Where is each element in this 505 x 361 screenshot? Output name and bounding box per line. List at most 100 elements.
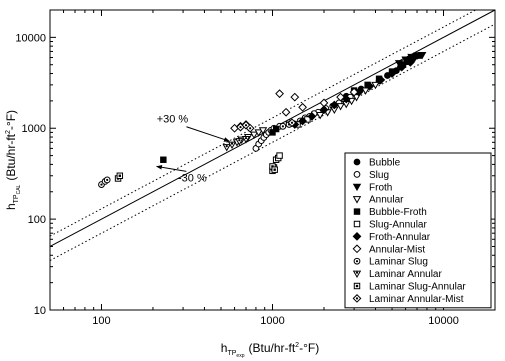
data-point — [103, 176, 111, 184]
legend-marker — [352, 232, 362, 241]
y-axis-label-unit: (Btu/hr-ft — [4, 133, 18, 180]
legend-marker — [352, 183, 362, 192]
legend-label: Bubble-Froth — [369, 207, 427, 218]
data-point — [315, 111, 325, 120]
legend-marker — [353, 171, 361, 178]
data-point — [329, 100, 339, 110]
data-point — [235, 138, 244, 146]
annotation-arrow — [155, 164, 187, 172]
x-axis-label-unit: (Btu/hr-ft — [248, 341, 295, 355]
data-point — [352, 94, 361, 102]
data-point — [376, 75, 386, 85]
data-point — [347, 97, 356, 106]
data-point — [319, 98, 329, 108]
x-axis-label-unit-end: -°F) — [299, 341, 319, 355]
data-point — [298, 116, 308, 126]
legend-label: Bubble — [369, 158, 401, 169]
y-axis-label-main: h — [4, 203, 18, 210]
x-tick-label: 10000 — [428, 315, 459, 327]
annotation-label: -30 % — [178, 172, 207, 184]
x-axis-label-subsub: exp — [236, 353, 244, 359]
annotations: +30 % -30 % — [155, 114, 231, 184]
data-point — [245, 123, 255, 133]
y-tick-label: 10 — [34, 305, 46, 317]
data-point — [349, 87, 359, 97]
data-point — [254, 129, 263, 137]
legend-marker — [352, 270, 362, 278]
legend-label: Laminar Annular — [369, 269, 442, 280]
x-tick-label: 1000 — [260, 315, 284, 327]
x-axis-label-sub: TP — [227, 350, 236, 357]
data-point — [272, 125, 280, 133]
data-point — [258, 127, 268, 135]
data-point — [279, 122, 287, 130]
legend-label: Laminar Slug-Annular — [369, 282, 466, 293]
legend-marker — [352, 294, 362, 303]
legend-label: Laminar Slug — [369, 257, 428, 268]
y-axis-label-unit-end: -°F) — [4, 110, 18, 130]
legend-box — [344, 152, 492, 309]
y-tick-label: 100 — [28, 214, 46, 226]
x-tick-label: 100 — [92, 315, 110, 327]
y-axis-label: hTPCAL (Btu/hr-ft2-°F) — [4, 110, 22, 210]
data-point — [249, 131, 259, 140]
data-point — [281, 107, 291, 117]
data-point — [387, 69, 397, 78]
data-point — [405, 58, 415, 67]
data-points — [98, 51, 427, 188]
x-axis-label-sup: 2 — [295, 342, 299, 349]
y-axis-label-sub: TP — [13, 194, 20, 203]
y-axis-label-subsub: CAL — [16, 184, 22, 194]
legend-marker — [353, 220, 361, 228]
data-point — [160, 156, 167, 163]
data-point — [371, 81, 380, 90]
data-point — [336, 92, 345, 102]
legend-label: Annular-Mist — [369, 244, 425, 255]
annotation-label: +30 % — [157, 114, 189, 126]
legend-label: Froth — [369, 182, 392, 193]
data-point — [298, 102, 308, 112]
data-point — [290, 92, 300, 102]
data-point — [227, 141, 237, 150]
axis-ticks: 100 1000 10000 10 100 1000 10000 — [15, 9, 496, 327]
series-laminar-annular — [222, 136, 251, 152]
data-point — [415, 52, 423, 59]
legend-label: Slug-Annular — [369, 220, 427, 231]
legend-marker — [353, 158, 361, 166]
legend-marker — [353, 282, 361, 290]
legend-label: Froth-Annular — [369, 232, 431, 243]
data-point — [287, 118, 297, 128]
data-point — [275, 89, 284, 99]
data-point — [336, 103, 345, 111]
x-axis-label: hTPexp (Btu/hr-ft2-°F) — [221, 341, 319, 359]
data-point — [116, 172, 124, 179]
legend-label: Laminar Annular-Mist — [369, 294, 464, 305]
x-axis-label-main: h — [221, 341, 228, 355]
legend-label: Slug — [369, 170, 389, 181]
data-point — [319, 105, 329, 115]
series-laminar-annular-mist — [236, 118, 297, 133]
annotation-arrow — [186, 126, 231, 142]
data-point — [222, 144, 231, 152]
legend-marker — [352, 196, 362, 204]
series-laminar-slug-annular — [114, 163, 278, 182]
y-axis-label-sup: 2 — [5, 130, 12, 134]
data-point — [365, 81, 375, 91]
reference-line-1 — [49, 9, 476, 237]
data-point — [241, 136, 251, 144]
legend-label: Annular — [369, 195, 404, 206]
series-laminar-slug — [98, 121, 293, 188]
y-tick-label: 10000 — [15, 32, 46, 44]
data-point — [276, 152, 283, 159]
data-point — [271, 166, 278, 173]
legend-marker — [352, 244, 362, 254]
legend-marker — [353, 208, 361, 215]
y-tick-label: 1000 — [22, 123, 46, 135]
data-point — [307, 112, 317, 121]
series-froth-annular — [290, 58, 415, 129]
data-point — [397, 62, 407, 72]
data-point — [269, 129, 276, 136]
legend-marker — [353, 257, 361, 265]
